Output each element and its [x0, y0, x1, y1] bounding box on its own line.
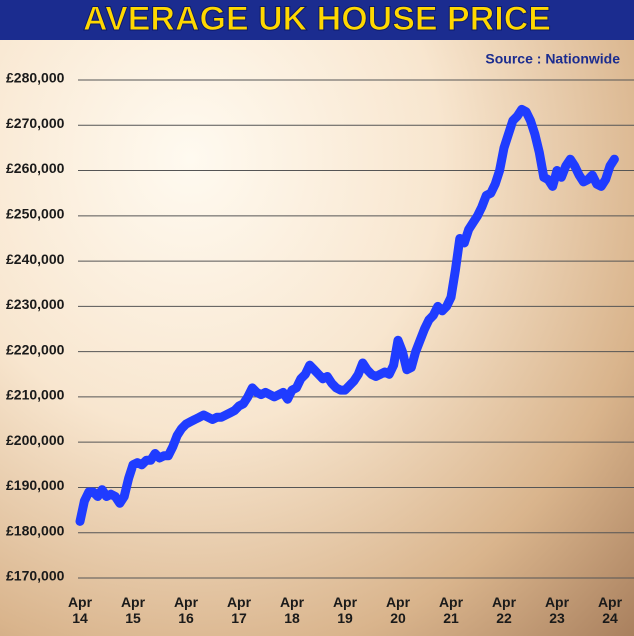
- x-tick-label: Apr 20: [385, 594, 411, 626]
- y-tick-label: £240,000: [6, 251, 65, 267]
- y-tick-label: £170,000: [6, 568, 65, 584]
- line: [75, 104, 619, 526]
- y-tick-label: £260,000: [6, 160, 65, 176]
- x-tick-label: Apr 21: [438, 594, 464, 626]
- chart-title: AVERAGE UK HOUSE PRICE: [83, 0, 551, 38]
- x-tick-label: Apr 19: [332, 594, 358, 626]
- x-tick-label: Apr 16: [173, 594, 199, 626]
- y-tick-label: £200,000: [6, 432, 65, 448]
- x-tick-label: Apr 17: [226, 594, 252, 626]
- title-banner: [0, 0, 634, 40]
- y-tick-label: £180,000: [6, 522, 65, 538]
- x-tick-label: Apr 22: [491, 594, 517, 626]
- x-tick-label: Apr 24: [597, 594, 623, 626]
- y-tick-label: £230,000: [6, 296, 65, 312]
- x-tick-label: Apr 18: [279, 594, 305, 626]
- x-tick-label: Apr 14: [67, 594, 93, 626]
- x-tick-label: Apr 23: [544, 594, 570, 626]
- y-tick-label: £190,000: [6, 477, 65, 493]
- y-tick-label: £270,000: [6, 115, 65, 131]
- y-tick-label: £220,000: [6, 341, 65, 357]
- y-tick-label: £210,000: [6, 387, 65, 403]
- y-tick-label: £250,000: [6, 206, 65, 222]
- y-tick-label: £280,000: [6, 70, 65, 86]
- x-tick-label: Apr 15: [120, 594, 146, 626]
- source: Source : Nationwide: [485, 51, 620, 67]
